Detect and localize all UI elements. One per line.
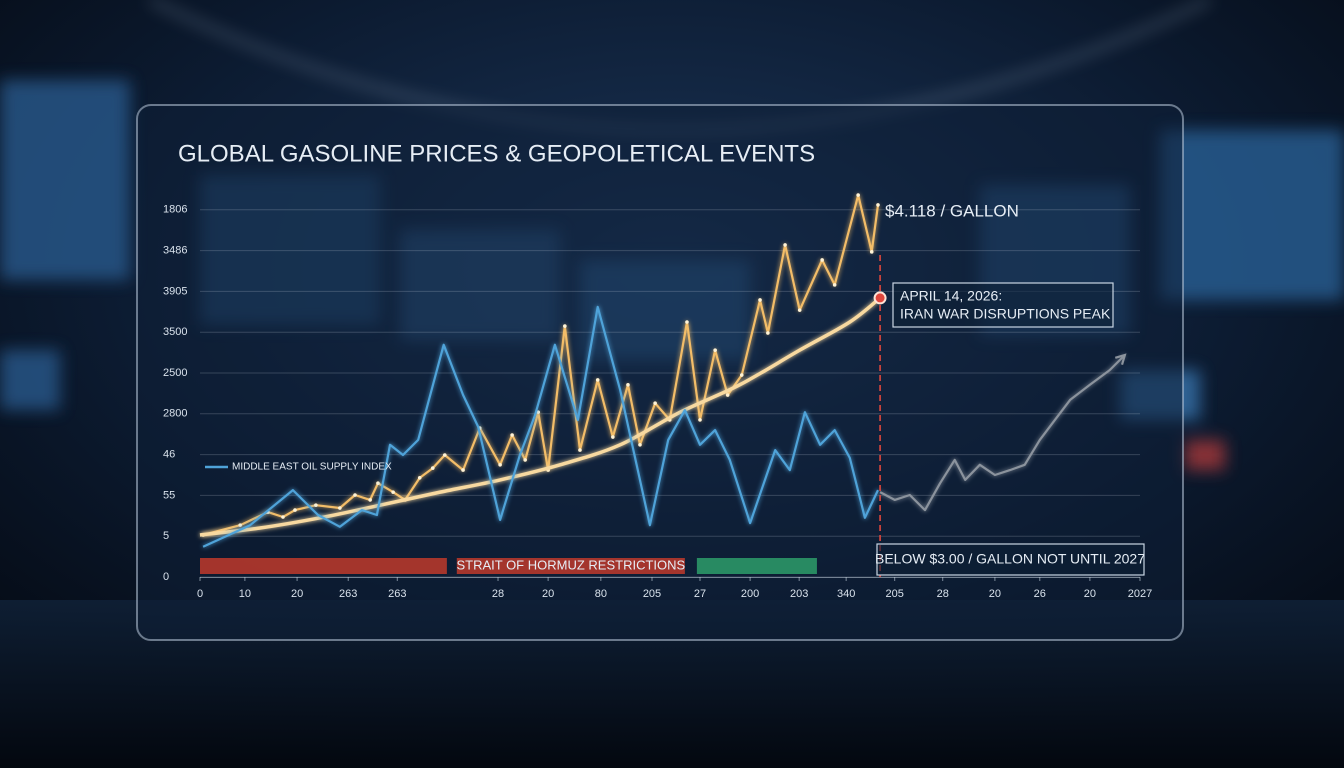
point [563, 324, 567, 328]
point [698, 418, 702, 422]
point [376, 481, 380, 485]
y-tick-label: 55 [163, 489, 175, 501]
screen [0, 350, 60, 410]
chart-title: GLOBAL GASOLINE PRICES & GEOPOLETICAL EV… [178, 140, 815, 167]
x-tick-label: 263 [388, 588, 406, 600]
point [713, 348, 717, 352]
x-tick-label: 263 [339, 588, 357, 600]
x-tick-label: 20 [989, 588, 1001, 600]
x-tick-label: 80 [595, 588, 607, 600]
point [510, 433, 514, 437]
point [832, 283, 837, 287]
x-tick-label: 203 [790, 588, 808, 600]
point [578, 448, 582, 452]
event-point [873, 291, 887, 305]
x-tick-label: 205 [886, 588, 904, 600]
point [461, 468, 465, 472]
y-tick-label: 3905 [163, 285, 187, 297]
point [498, 463, 502, 467]
y-tick-label: 3486 [163, 245, 187, 257]
x-tick-label: 340 [837, 588, 855, 600]
event-annotation: APRIL 14, 2026: [900, 288, 1002, 304]
point [876, 203, 880, 207]
legend-label: MIDDLE EAST OIL SUPPLY INDEX [232, 462, 392, 473]
point [783, 243, 787, 247]
x-tick-label: 10 [239, 588, 251, 600]
x-tick-label: 27 [694, 588, 706, 600]
point [739, 373, 744, 377]
annotation-box [892, 282, 1114, 328]
series-line [202, 194, 880, 537]
x-tick-label: 0 [197, 588, 203, 600]
y-tick-label: 3500 [163, 326, 187, 338]
outlook-annotation: BELOW $3.00 / GALLON NOT UNTIL 2027 [875, 551, 1145, 567]
point [338, 506, 342, 510]
point [314, 503, 318, 507]
point [797, 308, 802, 312]
y-tick-label: 5 [163, 530, 169, 542]
y-tick-label: 1806 [163, 204, 187, 216]
point [638, 443, 642, 447]
point [725, 393, 730, 397]
x-tick-label: 205 [643, 588, 661, 600]
x-tick-label: 20 [1084, 588, 1096, 600]
point [685, 320, 689, 324]
screen [1160, 130, 1344, 300]
series-line [879, 354, 1126, 512]
point [653, 401, 657, 405]
point [869, 250, 874, 254]
price-annotation: $4.118 / GALLON [885, 201, 1019, 220]
x-tick-label: 200 [741, 588, 759, 600]
point [281, 515, 285, 519]
point [595, 378, 600, 382]
point [626, 383, 630, 387]
screen [1185, 440, 1225, 470]
point [238, 523, 242, 527]
point [758, 298, 762, 302]
annotation-box [876, 543, 1145, 576]
x-tick-label: 20 [291, 588, 303, 600]
point [391, 490, 395, 494]
y-tick-label: 46 [163, 449, 175, 461]
point [430, 466, 435, 470]
series-line [199, 296, 882, 537]
y-tick-label: 2500 [163, 367, 187, 379]
y-tick-label: 0 [163, 571, 169, 583]
x-tick-label: 2027 [1128, 588, 1152, 600]
event-span [456, 558, 685, 574]
series-arrowhead [1114, 353, 1127, 365]
x-tick-label: 26 [1034, 588, 1046, 600]
event-span [696, 558, 817, 574]
event-span [200, 558, 447, 574]
point [820, 258, 824, 262]
point [856, 193, 860, 197]
point [536, 410, 541, 414]
event-annotation: IRAN WAR DISRUPTIONS PEAK [900, 306, 1111, 322]
point [417, 476, 422, 480]
point [353, 493, 357, 497]
y-tick-label: 2800 [163, 408, 187, 420]
point [293, 508, 297, 512]
x-tick-label: 28 [937, 588, 949, 600]
x-tick-label: 20 [542, 588, 554, 600]
event-span-label: STRAIT OF HORMUZ RESTRICTIONS [456, 557, 685, 572]
point [611, 435, 615, 439]
point [368, 498, 372, 502]
screen [0, 80, 130, 280]
point [442, 453, 447, 457]
point [523, 458, 527, 462]
series-line [202, 305, 879, 548]
point [766, 331, 770, 335]
x-tick-label: 28 [492, 588, 504, 600]
